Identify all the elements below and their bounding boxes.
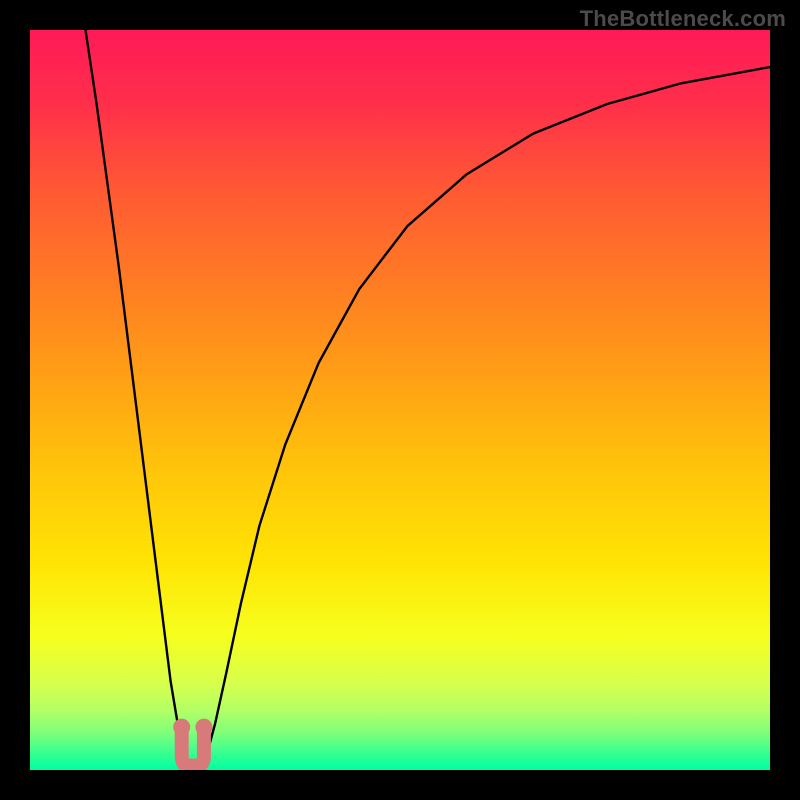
minimum-marker-dot	[195, 719, 212, 736]
minimum-marker-dot	[173, 719, 190, 736]
plot-area	[30, 30, 770, 770]
watermark-text: TheBottleneck.com	[580, 6, 786, 32]
chart-frame: TheBottleneck.com	[0, 0, 800, 800]
gradient-background	[30, 30, 770, 770]
bottleneck-chart-svg	[30, 30, 770, 770]
